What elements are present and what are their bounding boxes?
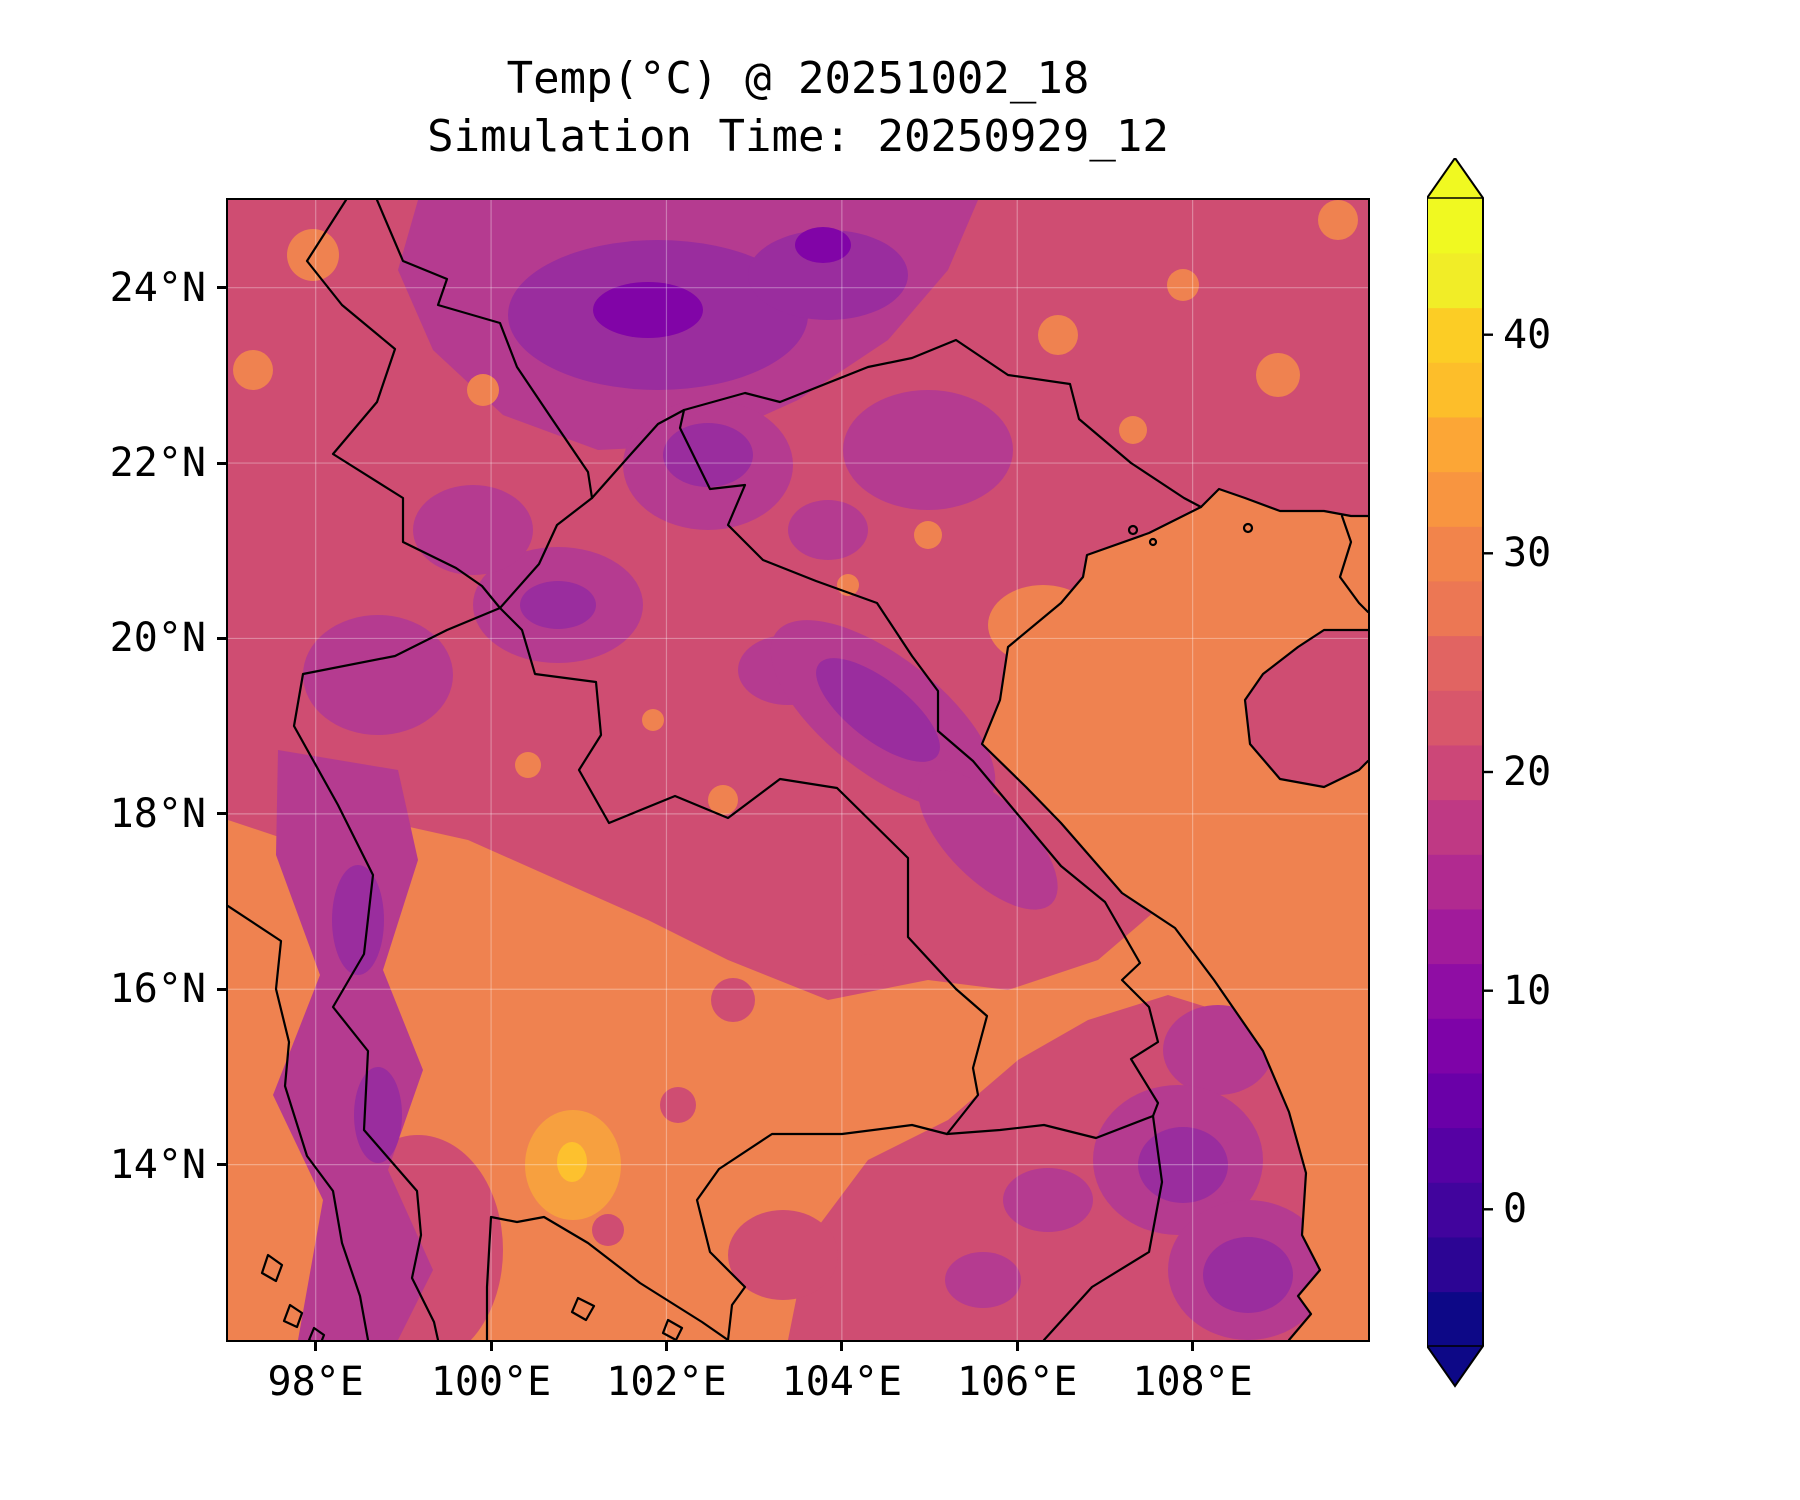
colorbar-band	[1427, 1236, 1483, 1293]
colorbar-tick-label: 0	[1503, 1186, 1528, 1233]
colorbar-extend-max	[1427, 158, 1483, 198]
colorbar-band	[1427, 1127, 1483, 1183]
colorbar-band	[1427, 635, 1483, 691]
map-plot-area	[226, 198, 1370, 1342]
islands-andaman	[260, 1253, 326, 1340]
colorbar-band	[1427, 252, 1483, 309]
temperature-map	[228, 200, 1368, 1340]
coast-hainan	[1243, 628, 1368, 789]
chart-title-line2: Simulation Time: 20250929_12	[427, 111, 1169, 162]
colorbar-band	[1427, 744, 1483, 801]
x-tick-label: 100°E	[430, 1359, 552, 1405]
y-tick-label: 20°N	[109, 615, 206, 662]
x-tick-label: 104°E	[781, 1359, 903, 1405]
y-tick-label: 24°N	[109, 264, 206, 311]
field-hot-spot	[557, 1142, 587, 1182]
field-hainan	[1245, 630, 1368, 787]
colorbar-bands	[1427, 198, 1483, 1347]
colorbar-band	[1427, 1072, 1483, 1129]
x-tick-mark	[1015, 1342, 1019, 1351]
border-thailand-laos	[498, 606, 989, 1136]
x-tick-mark	[664, 1342, 668, 1351]
island-halong-2	[1148, 537, 1158, 547]
colorbar-band	[1427, 362, 1483, 418]
colorbar	[1427, 158, 1493, 1388]
y-tick-mark	[217, 461, 226, 465]
x-tick-label: 108°E	[1132, 1359, 1253, 1405]
graticule	[228, 200, 1368, 1340]
coast-vietnam	[980, 505, 1322, 1340]
island-halong-1	[1127, 524, 1139, 536]
colorbar-band	[1427, 471, 1483, 527]
colorbar-band	[1427, 1018, 1483, 1074]
colorbar-band	[1427, 963, 1483, 1019]
colorbar-tick-label: 40	[1503, 311, 1552, 358]
y-tick-label: 18°N	[109, 790, 206, 837]
border-thailand-cambodia	[695, 1123, 949, 1340]
y-tick-mark	[217, 1163, 226, 1167]
chart-title-line1: Temp(°C) @ 20251002_18	[506, 53, 1090, 104]
border-myanmar-west	[305, 200, 502, 610]
y-tick-mark	[217, 636, 226, 640]
colorbar-ticks	[1483, 333, 1493, 1211]
x-tick-label: 106°E	[957, 1359, 1078, 1405]
y-tick-mark	[217, 987, 226, 991]
country-borders	[228, 200, 1368, 1340]
colorbar-band	[1427, 416, 1483, 473]
colorbar-band	[1427, 854, 1483, 910]
islands-gulf	[570, 1296, 684, 1340]
coast-leizhou	[1338, 514, 1368, 614]
colorbar-band	[1427, 307, 1483, 363]
y-tick-mark	[217, 812, 226, 816]
colorbar-band	[1427, 908, 1483, 965]
chart-title: Temp(°C) @ 20251002_18 Simulation Time: …	[228, 50, 1368, 166]
colorbar-band	[1427, 1182, 1483, 1238]
x-tick-label: 102°E	[606, 1359, 727, 1405]
field-red-river-delta	[988, 585, 1098, 665]
island-gulf-tonkin	[1242, 522, 1254, 534]
colorbar-extend-min	[1427, 1346, 1483, 1386]
x-tick-mark	[1191, 1342, 1195, 1351]
y-tick-label: 14°N	[109, 1141, 206, 1188]
border-laos-cambodia	[945, 1114, 1155, 1140]
x-tick-mark	[840, 1342, 844, 1351]
colorbar-tick-label: 10	[1503, 967, 1552, 1014]
y-tick-mark	[217, 286, 226, 290]
colorbar-band	[1427, 580, 1483, 637]
border-vietnam-cambodia	[1042, 1114, 1164, 1340]
colorbar-band	[1427, 526, 1483, 582]
colorbar-band	[1427, 799, 1483, 855]
border-china	[375, 200, 1368, 518]
coast-myanmar	[228, 904, 370, 1340]
coast-gulf-of-thailand	[485, 1215, 730, 1340]
colorbar-band	[1427, 198, 1483, 254]
x-tick-mark	[314, 1342, 318, 1351]
colorbar-band	[1427, 690, 1483, 746]
x-tick-mark	[489, 1342, 493, 1351]
x-tick-label: 98°E	[267, 1359, 364, 1405]
border-myanmar-laos	[498, 496, 594, 610]
y-tick-label: 22°N	[109, 440, 206, 487]
y-tick-label: 16°N	[109, 966, 206, 1013]
colorbar-tick-label: 30	[1503, 530, 1552, 577]
field-west-highland-strip	[273, 750, 433, 1340]
border-vietnam-laos	[678, 408, 1160, 1118]
temperature-field	[228, 200, 1368, 1340]
colorbar-band	[1427, 1291, 1483, 1347]
colorbar-tick-label: 20	[1503, 749, 1552, 795]
border-thailand-myanmar	[292, 606, 502, 1340]
